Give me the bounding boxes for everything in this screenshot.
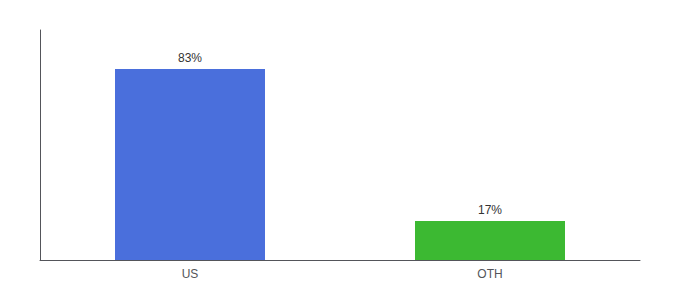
svg-text:OTH: OTH bbox=[477, 267, 502, 281]
svg-text:17%: 17% bbox=[478, 203, 502, 217]
svg-text:US: US bbox=[182, 267, 199, 281]
svg-text:83%: 83% bbox=[178, 51, 202, 65]
